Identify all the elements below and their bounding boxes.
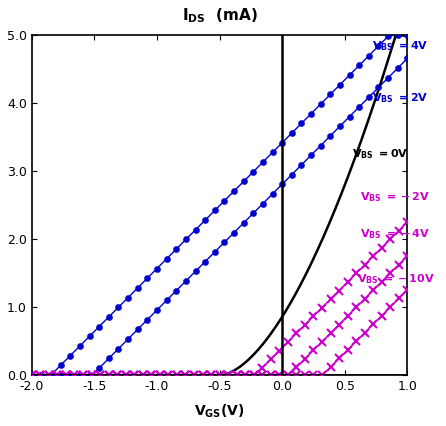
X-axis label: $\mathbf{V_{GS}(V)}$: $\mathbf{V_{GS}(V)}$ [194,403,245,420]
Text: $\mathbf{I_{DS}}$  $\mathbf{(mA)}$: $\mathbf{I_{DS}}$ $\mathbf{(mA)}$ [182,6,257,25]
Text: $\mathbf{V_{BS}}$ $\mathbf{= -2V}$: $\mathbf{V_{BS}}$ $\mathbf{= -2V}$ [360,190,430,204]
Text: $\mathbf{V_{BS}}$ $\mathbf{= -10V}$: $\mathbf{V_{BS}}$ $\mathbf{= -10V}$ [357,272,435,286]
Text: $\mathbf{V_{BS}}$ $\mathbf{= 0V}$: $\mathbf{V_{BS}}$ $\mathbf{= 0V}$ [352,147,409,161]
Text: $\mathbf{V_{BS}}$ $\mathbf{= -4V}$: $\mathbf{V_{BS}}$ $\mathbf{= -4V}$ [360,227,430,241]
Text: $\mathbf{V_{BS}}$ $\mathbf{= 2V}$: $\mathbf{V_{BS}}$ $\mathbf{= 2V}$ [372,91,429,105]
Text: $\mathbf{V_{BS}}$ $\mathbf{= 4V}$: $\mathbf{V_{BS}}$ $\mathbf{= 4V}$ [372,39,429,52]
